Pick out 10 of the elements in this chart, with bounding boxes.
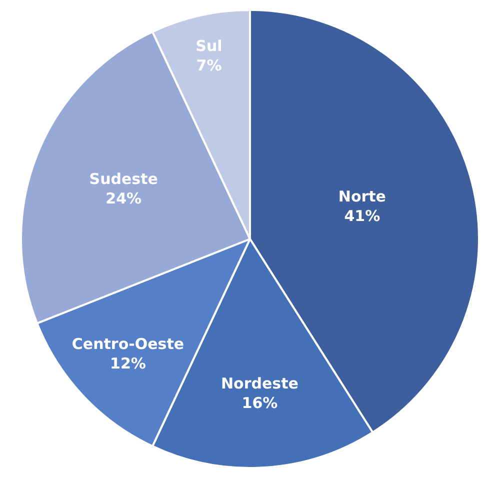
slice-label: Sudeste <box>89 170 158 188</box>
data-label: 7% <box>196 56 222 74</box>
data-label: 12% <box>110 354 146 372</box>
data-label: 41% <box>344 207 380 226</box>
data-label: 16% <box>242 394 278 412</box>
data-label: 24% <box>106 190 142 208</box>
slice-label: Centro-Oeste <box>72 334 184 353</box>
slice-label: Norte <box>338 188 386 206</box>
slice-label: Nordeste <box>220 374 298 392</box>
slice-label: Sul <box>196 36 222 55</box>
